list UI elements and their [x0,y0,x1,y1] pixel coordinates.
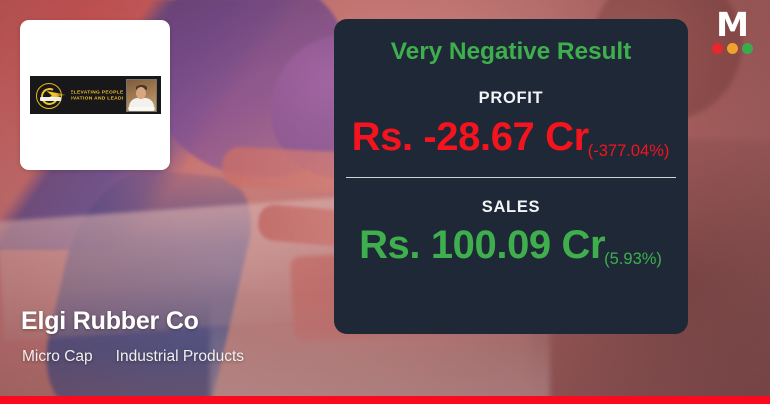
card-divider [346,176,676,178]
brand-logo: M [706,5,758,55]
metric-sales-value-row: Rs. 100.09 Cr(5.93%) [334,223,688,268]
company-logo-card: ELEVATING PEOPLE INNOVATION AND LEADERS [20,20,170,170]
company-name: Elgi Rubber Co [21,307,199,335]
emblem-wordmark [39,97,61,101]
brand-monogram: M [716,5,749,44]
metric-sales-label: SALES [481,197,541,216]
result-card-title: Very Negative Result [390,38,632,65]
metric-profit-change: (-377.04%) [587,141,670,160]
brand-dots [711,43,753,55]
logo-tagline-line-1: ELEVATING PEOPLE [70,90,123,95]
bottom-accent-bar [0,396,770,404]
company-tag-sector: Industrial Products [115,348,245,365]
metric-profit-value-row: Rs. -28.67 Cr(-377.04%) [334,114,688,160]
company-emblem-icon [34,80,68,110]
portrait-caption-strip [127,106,155,110]
metric-profit: PROFIT Rs. -28.67 Cr(-377.04%) [334,66,688,160]
brand-dot-orange [726,43,738,55]
metric-sales-amount: Rs. 100.09 Cr [359,223,606,267]
metric-profit-label: PROFIT [478,89,544,107]
brand-dot-green [741,43,753,55]
metric-sales-change: (5.93%) [604,250,662,268]
emblem-swoosh [46,91,67,100]
metric-sales: SALES Rs. 100.09 Cr(5.93%) [334,178,688,268]
company-logo-banner: ELEVATING PEOPLE INNOVATION AND LEADERS [29,76,161,114]
company-tag-market-cap: Micro Cap [22,348,93,365]
metric-profit-amount: Rs. -28.67 Cr [351,114,590,159]
result-card: Very Negative Result PROFIT Rs. -28.67 C… [334,19,688,334]
brand-dot-red [711,43,723,55]
logo-tagline-line-2: INNOVATION AND LEADERS [71,95,123,100]
company-logo-portrait-photo [125,78,157,112]
company-tags: Micro Cap Industrial Products [22,348,244,366]
portrait-face [136,86,146,99]
company-logo-tagline: ELEVATING PEOPLE INNOVATION AND LEADERS [71,90,123,100]
